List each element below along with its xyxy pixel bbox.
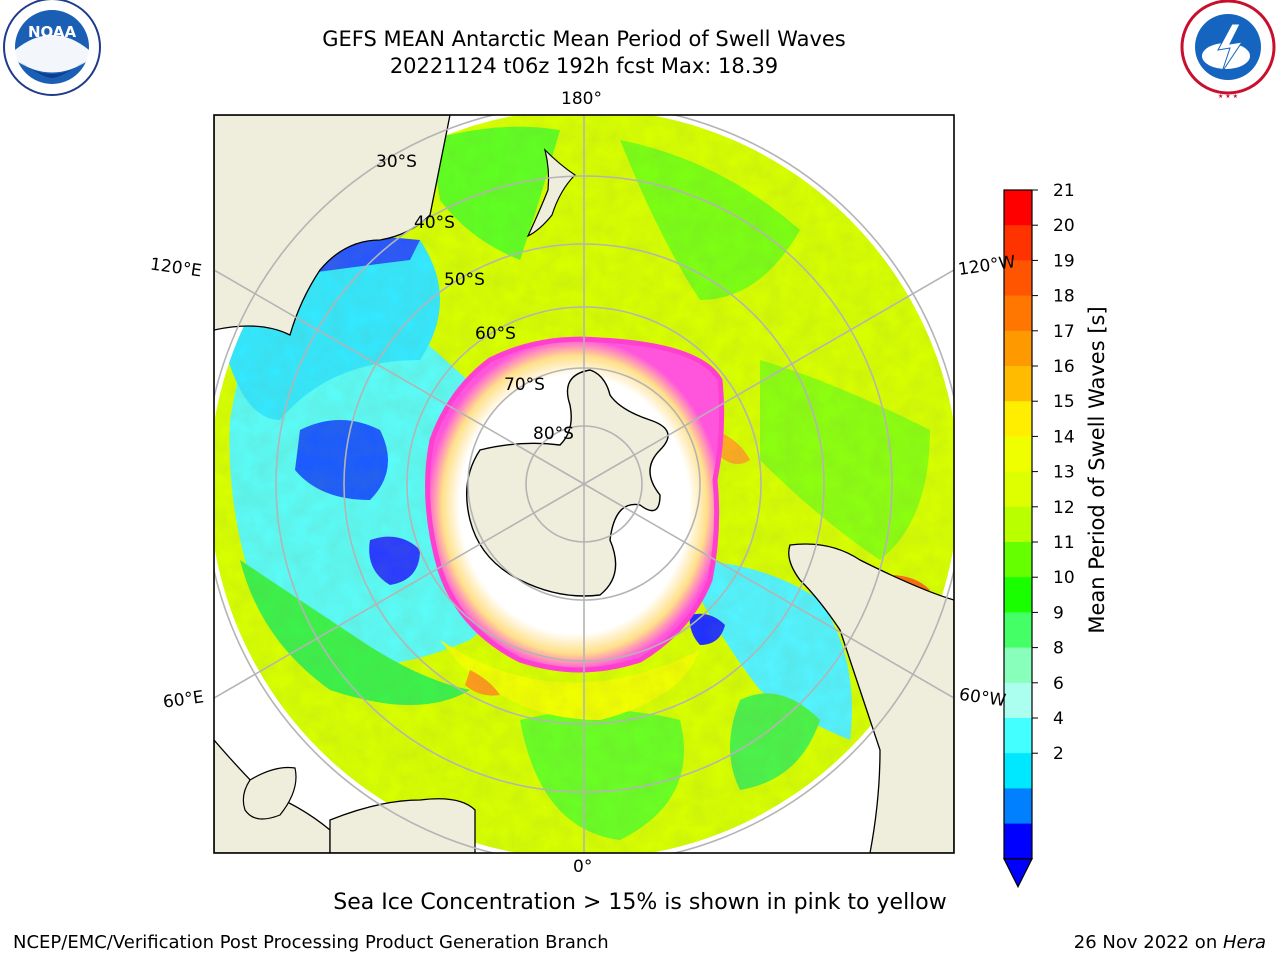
colorbar-segment: [1004, 647, 1032, 684]
colorbar-segment: [1004, 577, 1032, 613]
colorbar-tick-label: 19: [1053, 251, 1075, 271]
map-title: GEFS MEAN Antarctic Mean Period of Swell…: [322, 27, 846, 51]
colorbar-extend-arrow: [1003, 858, 1033, 889]
colorbar-tick-label: 6: [1053, 674, 1064, 694]
colorbar-segment: [1004, 366, 1032, 402]
colorbar-tick-label: 18: [1053, 287, 1075, 307]
map-border: [213, 114, 955, 854]
antarctica-land: [465, 369, 669, 597]
footer-date-text: 26 Nov 2022 on: [1073, 932, 1223, 953]
colorbar-tick-label: 12: [1053, 498, 1075, 518]
colorbar: 21 20 19 18 17 16 15 14 13 12 11 10 9 8 6 4 2: [1003, 181, 1075, 889]
graticule: [214, 115, 954, 853]
colorbar-tick-label: 4: [1053, 709, 1064, 729]
colorbar-tick-label: 17: [1053, 322, 1075, 342]
footer-credit: NCEP/EMC/Verification Post Processing Pr…: [13, 932, 609, 953]
colorbar-segment: [1004, 682, 1032, 719]
colorbar-segment: [1004, 753, 1032, 789]
new-zealand-land: [526, 148, 576, 238]
colorbar-segment: [1004, 330, 1032, 367]
map-area: [214, 115, 954, 853]
south-africa-land: [329, 798, 476, 853]
colorbar-segment: [1004, 436, 1032, 473]
south-america-land: [788, 543, 954, 853]
colorbar-tick-label: 8: [1053, 639, 1064, 659]
svg-text:★ ★ ★: ★ ★ ★: [1218, 93, 1238, 100]
lat-label-50s: 50°S: [444, 270, 485, 290]
colorbar-tick-label: 13: [1053, 463, 1075, 483]
map-subtitle: 20221124 t06z 192h fcst Max: 18.39: [389, 54, 779, 78]
colorbar-tick-label: 15: [1053, 392, 1075, 412]
colorbar-segment: [1004, 612, 1032, 649]
lat-label-70s: 70°S: [504, 375, 545, 395]
noaa-logo: NOAA: [3, 0, 101, 96]
colorbar-tick-label: 14: [1053, 427, 1075, 447]
madagascar-land: [242, 766, 297, 820]
colorbar-segment: [1004, 506, 1032, 543]
lat-label-40s: 40°S: [414, 213, 455, 233]
footer-host: Hera: [1222, 932, 1266, 953]
colorbar-segment: [1004, 225, 1032, 261]
colorbar-tick-label: 21: [1053, 181, 1075, 201]
lat-label-30s: 30°S: [376, 152, 417, 172]
colorbar-segment: [1004, 823, 1032, 860]
nws-logo: ★ ★ ★: [1180, 0, 1276, 100]
australia-land: [214, 115, 451, 336]
colorbar-tick-label: 2: [1053, 744, 1064, 764]
colorbar-tick-label: 16: [1053, 357, 1075, 377]
colorbar-segment: [1004, 295, 1032, 332]
colorbar-segment: [1004, 788, 1032, 825]
lat-label-80s: 80°S: [533, 424, 574, 444]
colorbar-outline: [1003, 189, 1033, 860]
noaa-logo-text: NOAA: [28, 23, 77, 41]
lat-label-60s: 60°S: [475, 324, 516, 344]
colorbar-tick-label: 11: [1053, 533, 1075, 553]
lon-label-0: 0°: [573, 857, 593, 877]
colorbar-segment: [1004, 401, 1032, 437]
footer-date: 26 Nov 2022 on Hera: [1074, 932, 1266, 953]
colorbar-segment: [1004, 471, 1032, 508]
colorbar-tick-label: 20: [1053, 216, 1075, 236]
colorbar-label: Mean Period of Swell Waves [s]: [1085, 306, 1109, 634]
colorbar-tick-label: 10: [1053, 568, 1075, 588]
colorbar-segment: [1004, 718, 1032, 754]
sea-ice-caption: Sea Ice Concentration > 15% is shown in …: [333, 890, 947, 915]
colorbar-tick-label: 9: [1053, 603, 1064, 623]
colorbar-segment: [1004, 542, 1032, 578]
lon-label-180: 180°: [561, 89, 602, 109]
colorbar-segment: [1004, 260, 1032, 297]
colorbar-segment: [1004, 190, 1032, 226]
